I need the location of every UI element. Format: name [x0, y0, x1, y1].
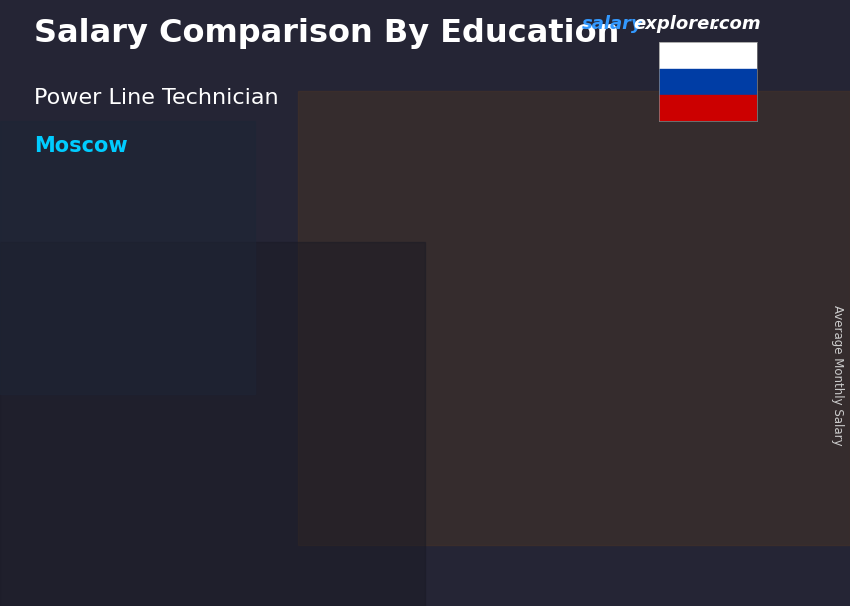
Text: 53,800 RUB: 53,800 RUB — [559, 283, 659, 298]
Polygon shape — [668, 306, 684, 564]
Text: +40%: +40% — [228, 285, 318, 313]
Text: Salary Comparison By Education: Salary Comparison By Education — [34, 18, 620, 49]
FancyBboxPatch shape — [573, 315, 668, 564]
Polygon shape — [120, 412, 230, 421]
Bar — [298, 91, 850, 545]
FancyBboxPatch shape — [346, 364, 441, 564]
Polygon shape — [346, 356, 457, 364]
Bar — [0, 121, 255, 394]
Polygon shape — [215, 412, 230, 564]
Bar — [659, 42, 756, 68]
Text: Moscow: Moscow — [34, 136, 127, 156]
Text: Power Line Technician: Power Line Technician — [34, 88, 279, 108]
Text: 43,100 RUB: 43,100 RUB — [332, 333, 433, 347]
Text: explorer: explorer — [633, 15, 718, 33]
Bar — [659, 95, 756, 121]
Text: 30,900 RUB: 30,900 RUB — [59, 389, 158, 404]
Bar — [659, 68, 756, 95]
Bar — [0, 242, 425, 606]
Polygon shape — [441, 356, 457, 564]
FancyBboxPatch shape — [120, 421, 215, 564]
Text: salary: salary — [582, 15, 644, 33]
Text: .com: .com — [712, 15, 761, 33]
Text: +25%: +25% — [454, 236, 544, 264]
Text: Average Monthly Salary: Average Monthly Salary — [830, 305, 844, 446]
Polygon shape — [573, 306, 684, 315]
